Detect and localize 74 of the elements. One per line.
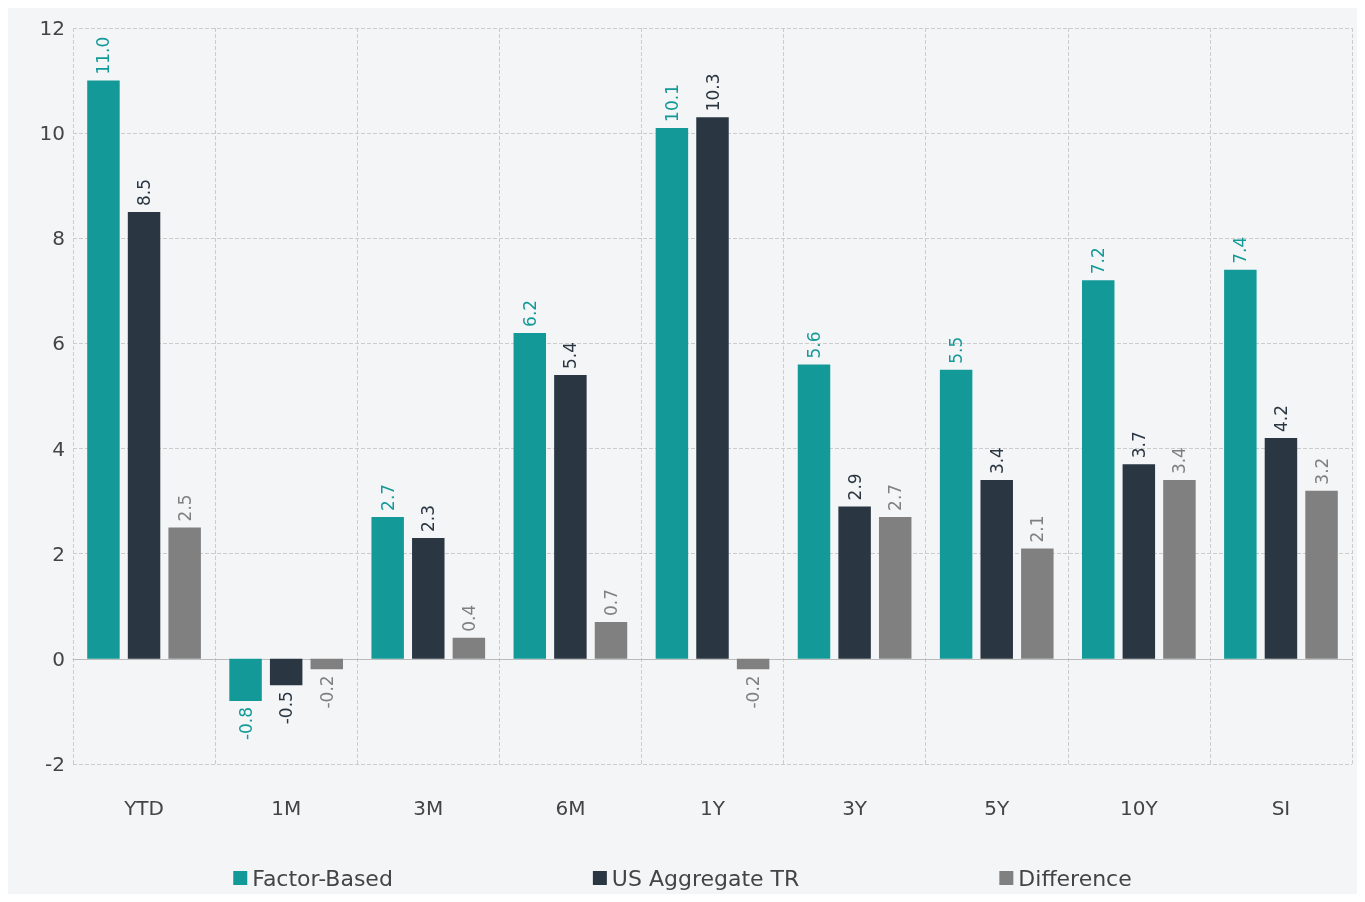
data-label: 2.3: [418, 504, 439, 532]
x-tick-label: 6M: [555, 796, 586, 820]
bar: [554, 374, 587, 659]
bar: [87, 80, 120, 659]
x-tick-label: 1M: [271, 796, 302, 820]
data-label: 4.2: [1270, 405, 1291, 433]
data-label: -0.2: [316, 675, 337, 709]
bar: [838, 506, 871, 659]
data-label: -0.5: [276, 691, 297, 725]
legend-label: US Aggregate TR: [611, 865, 800, 891]
data-label: -0.2: [743, 675, 764, 709]
data-label: 3.2: [1311, 457, 1332, 485]
bar: [1305, 490, 1338, 659]
x-tick-label: 1Y: [700, 796, 726, 820]
bar: [797, 364, 831, 659]
data-label: 2.1: [1027, 515, 1048, 543]
bar: [1081, 280, 1115, 659]
data-label: 5.6: [804, 331, 825, 359]
data-label: 7.4: [1230, 236, 1251, 264]
bar: [1163, 480, 1196, 659]
data-label: 3.4: [986, 447, 1007, 475]
x-tick-label: YTD: [123, 796, 164, 820]
y-tick-label: 8: [52, 226, 65, 251]
data-label: 5.5: [946, 336, 967, 364]
y-tick-label: 4: [52, 436, 65, 461]
bar: [371, 516, 404, 659]
data-label: 6.2: [519, 299, 540, 327]
data-label: -0.8: [235, 706, 256, 741]
bar: [168, 527, 201, 659]
data-label: 2.9: [844, 473, 865, 501]
bar: [310, 658, 344, 670]
legend-label: Factor-Based: [252, 865, 393, 891]
bar: [939, 369, 973, 659]
bar: [229, 658, 262, 701]
bar: [1224, 269, 1257, 659]
y-tick-label: -2: [45, 752, 65, 776]
data-label: 11.0: [93, 36, 114, 75]
bar: [1021, 548, 1054, 659]
data-label: 3.4: [1169, 447, 1190, 475]
bar: [269, 658, 303, 686]
bar: [452, 637, 486, 659]
data-label: 5.4: [560, 341, 581, 369]
data-label: 2.7: [885, 483, 906, 511]
bar: [980, 480, 1013, 659]
y-tick-label: 6: [52, 331, 65, 356]
y-tick-label: 2: [52, 541, 65, 566]
y-tick-label: 12: [39, 16, 65, 40]
bar: [513, 332, 547, 659]
bar: [1122, 464, 1156, 659]
data-label: 0.7: [600, 589, 621, 617]
data-label: 2.5: [174, 494, 195, 522]
x-tick-label: SI: [1271, 796, 1291, 820]
data-label: 2.7: [377, 483, 398, 511]
data-label: 10.3: [702, 73, 723, 112]
x-tick-label: 10Y: [1120, 796, 1159, 820]
x-tick-label: 3Y: [842, 796, 868, 820]
data-label: 3.7: [1128, 431, 1149, 459]
bar: [655, 127, 689, 659]
data-label: 8.5: [134, 178, 155, 206]
bar: [594, 622, 628, 659]
legend-label: Difference: [1018, 865, 1132, 891]
x-tick-label: 3M: [413, 796, 444, 820]
data-label: 10.1: [661, 84, 682, 122]
data-label: 0.4: [458, 604, 479, 632]
bar: [127, 212, 161, 659]
bar: [878, 516, 912, 659]
y-tick-label: 0: [52, 646, 65, 671]
y-tick-label: 10: [39, 121, 65, 146]
bar: [1264, 438, 1298, 659]
data-label: 7.2: [1088, 247, 1109, 275]
bar: [412, 537, 445, 659]
x-tick-label: 5Y: [984, 796, 1010, 820]
bar: [736, 658, 770, 670]
bar: [696, 117, 729, 659]
